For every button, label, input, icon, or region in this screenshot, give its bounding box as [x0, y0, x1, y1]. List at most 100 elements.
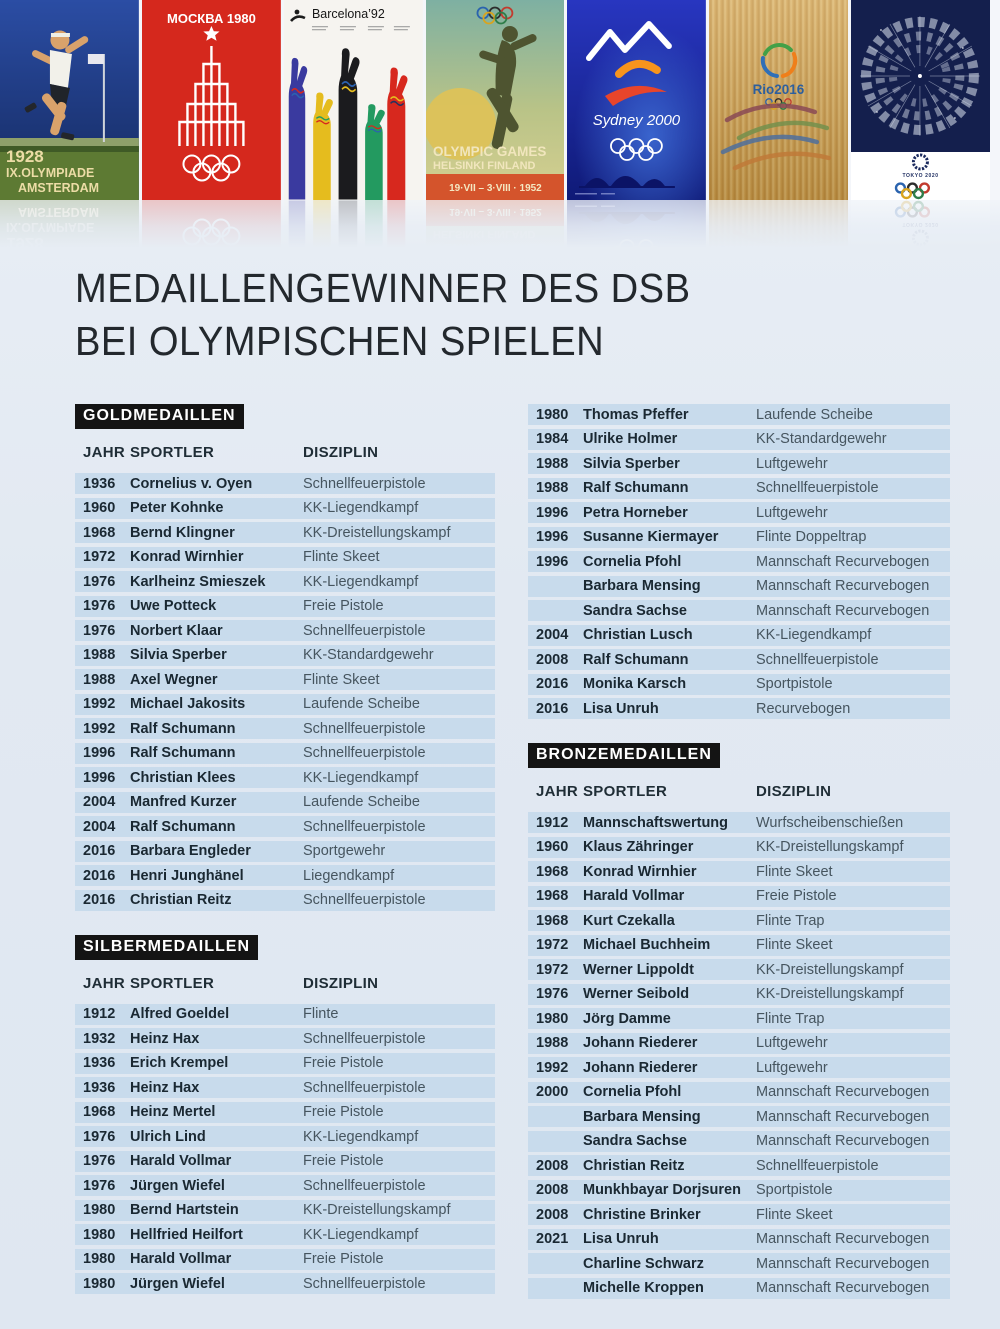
- cell-athlete: Erich Krempel: [130, 1055, 229, 1071]
- cell-year: 1976: [83, 622, 116, 639]
- table-row: 1980 Jörg Damme Flinte Trap: [528, 1008, 950, 1029]
- cell-year: 1976: [83, 1153, 116, 1169]
- cell-discipline: Recurvebogen: [756, 700, 851, 717]
- cell-discipline: Freie Pistole: [303, 1251, 384, 1267]
- cell-discipline: Luftgewehr: [756, 1035, 828, 1051]
- cell-discipline: Laufende Scheibe: [303, 794, 420, 810]
- cell-athlete: Cornelia Pfohl: [583, 553, 682, 570]
- left-column: GOLDMEDAILLEN JAHR SPORTLER DISZIPLIN 19…: [75, 404, 495, 1302]
- table-row: 1976 Karlheinz Smieszek KK-Liegendkampf: [75, 571, 495, 592]
- cell-athlete: Christine Brinker: [583, 1206, 701, 1223]
- table-row: 1996 Christian Klees KK-Liegendkampf: [75, 767, 495, 788]
- sydney-logo-icon: [586, 21, 673, 106]
- cell-athlete: Thomas Pfeffer: [583, 406, 689, 423]
- cell-athlete: Uwe Potteck: [130, 598, 217, 614]
- cell-athlete: Hellfried Heilfort: [130, 1226, 243, 1243]
- cell-discipline: Schnellfeuerpistole: [303, 818, 426, 835]
- cell-athlete: Johann Riederer: [583, 1059, 698, 1076]
- silver-table-rows-continued: 1980 Thomas Pfeffer Laufende Scheibe 1984 Ul…: [528, 404, 950, 719]
- poster-moscow-1980: МОСКВА 1980: [141, 0, 281, 200]
- cell-athlete: Ralf Schumann: [130, 818, 236, 835]
- cell-year: 1972: [536, 961, 569, 978]
- cell-discipline: Mannschaft Recurvebogen: [756, 578, 930, 594]
- poster-text: Barcelona’92: [312, 7, 385, 21]
- cell-athlete: Lisa Unruh: [583, 1231, 659, 1247]
- cell-discipline: KK-Dreistellungskampf: [756, 961, 904, 978]
- table-row: 1912 Alfred Goeldel Flinte: [75, 1003, 495, 1025]
- cell-athlete: Heinz Mertel: [130, 1104, 216, 1120]
- cell-year: 2004: [536, 627, 569, 643]
- table-row: 1988 Silvia Sperber KK-Standardgewehr: [75, 644, 495, 666]
- cell-athlete: Bernd Hartstein: [130, 1202, 239, 1218]
- cell-year: 1976: [83, 573, 116, 590]
- poster-barcelona-1992: Barcelona’92: [283, 0, 423, 200]
- cell-discipline: KK-Liegendkampf: [303, 573, 419, 590]
- barcelona-poster-art: Barcelona’92: [283, 0, 423, 200]
- cell-year: 1936: [83, 1055, 116, 1071]
- cell-year: 1980: [83, 1251, 116, 1267]
- cell-discipline: Laufende Scheibe: [303, 696, 420, 712]
- cell-discipline: Schnellfeuerpistole: [303, 1275, 426, 1292]
- cell-athlete: Barbara Mensing: [583, 1108, 701, 1125]
- table-row: 1972 Michael Buchheim Flinte Skeet: [528, 934, 950, 956]
- cell-year: 2016: [83, 867, 116, 884]
- right-column: 1980 Thomas Pfeffer Laufende Scheibe 1984 Ul…: [528, 404, 950, 1302]
- table-row: 1972 Werner Lippoldt KK-Dreistellungskampf: [528, 959, 950, 980]
- cell-discipline: Schnellfeuerpistole: [303, 892, 426, 908]
- cell-athlete: Sandra Sachse: [583, 602, 687, 619]
- table-row: 1996 Ralf Schumann Schnellfeuerpistole: [75, 742, 495, 764]
- olympic-rings-icon: [476, 6, 513, 25]
- table-row: 1988 Johann Riederer Luftgewehr: [528, 1032, 950, 1054]
- cell-year: 2016: [83, 843, 116, 859]
- title-line-1: MEDAILLENGEWINNER DES DSB: [75, 265, 691, 311]
- table-row: 1968 Harald Vollmar Freie Pistole: [528, 885, 950, 907]
- table-header-row: JAHR SPORTLER DISZIPLIN: [75, 975, 495, 992]
- cell-discipline: KK-Dreistellungskampf: [303, 524, 451, 541]
- cell-discipline: KK-Standardgewehr: [756, 431, 887, 447]
- cell-athlete: Werner Seibold: [583, 986, 690, 1002]
- table-row: 1980 Jürgen Wiefel Schnellfeuerpistole: [75, 1273, 495, 1294]
- cobi-logo-icon: [289, 9, 306, 22]
- poster-text: 19·VII – 3·VIII · 1952: [449, 183, 542, 194]
- cell-year: 2016: [536, 676, 569, 692]
- table-row: 1980 Thomas Pfeffer Laufende Scheibe: [528, 404, 950, 425]
- cell-discipline: Laufende Scheibe: [756, 406, 873, 423]
- cell-year: 2016: [536, 700, 569, 717]
- cell-athlete: Michelle Kroppen: [583, 1280, 704, 1296]
- cell-year: 2008: [536, 1182, 569, 1198]
- olympic-rings-icon: [894, 182, 931, 200]
- cell-athlete: Michael Jakosits: [130, 696, 246, 712]
- cell-year: 1988: [536, 480, 569, 496]
- cell-athlete: Christian Lusch: [583, 627, 693, 643]
- cell-discipline: KK-Liegendkampf: [756, 627, 872, 643]
- cell-discipline: Sportgewehr: [303, 843, 386, 859]
- cell-athlete: Norbert Klaar: [130, 622, 223, 639]
- table-row: Barbara Mensing Mannschaft Recurvebogen: [528, 575, 950, 597]
- cell-athlete: Lisa Unruh: [583, 700, 659, 717]
- cell-discipline: Schnellfeuerpistole: [756, 480, 879, 496]
- cell-discipline: Flinte Doppeltrap: [756, 529, 867, 545]
- cell-athlete: Susanne Kiermayer: [583, 529, 719, 545]
- cell-year: 1912: [536, 814, 569, 831]
- cell-year: 1968: [536, 863, 569, 880]
- table-row: Sandra Sachse Mannschaft Recurvebogen: [528, 600, 950, 621]
- tokyo-emblem-icon: [912, 153, 930, 171]
- poster-amsterdam-1928: 1928 IX.OLYMPIADE AMSTERDAM: [0, 0, 139, 200]
- cell-athlete: Cornelia Pfohl: [583, 1084, 682, 1100]
- table-row: 2016 Monika Karsch Sportpistole: [528, 673, 950, 695]
- table-row: 1976 Jürgen Wiefel Schnellfeuerpistole: [75, 1175, 495, 1196]
- table-row: 1980 Bernd Hartstein KK-Dreistellungskampf: [75, 1199, 495, 1221]
- table-row: 2008 Christine Brinker Flinte Skeet: [528, 1204, 950, 1225]
- cell-discipline: Schnellfeuerpistole: [303, 745, 426, 761]
- rio-tint: [709, 0, 849, 200]
- table-row: 1960 Klaus Zähringer KK-Dreistellungskampf: [528, 836, 950, 858]
- opera-house-silhouette: [579, 176, 676, 188]
- cell-athlete: Christian Klees: [130, 769, 236, 786]
- table-row: 1960 Peter Kohnke KK-Liegendkampf: [75, 497, 495, 519]
- cell-year: 1988: [536, 455, 569, 472]
- cell-athlete: Kurt Czekalla: [583, 912, 675, 929]
- table-row: 2004 Manfred Kurzer Laufende Scheibe: [75, 791, 495, 813]
- table-row: 1968 Heinz Mertel Freie Pistole: [75, 1101, 495, 1123]
- poster-text: TOKYO 2020: [902, 173, 939, 179]
- cell-discipline: KK-Liegendkampf: [303, 769, 419, 786]
